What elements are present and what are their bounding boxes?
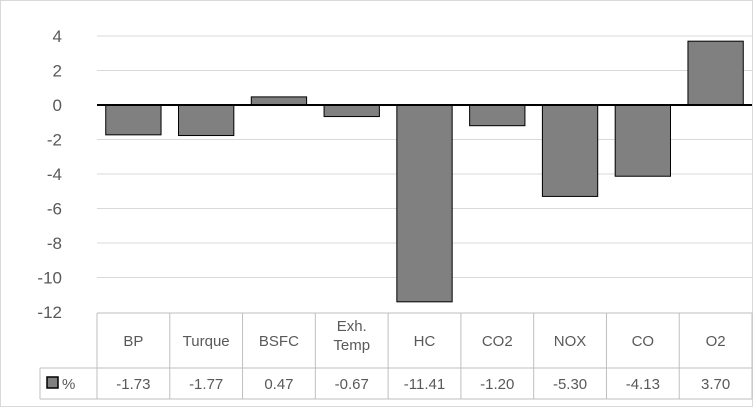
series-name: % (62, 376, 75, 393)
data-label: -4.13 (626, 376, 660, 393)
legend-key (46, 376, 59, 389)
category-label: NOX (554, 333, 587, 350)
y-tick-label: -6 (47, 200, 62, 219)
bar (250, 96, 308, 106)
bar (469, 104, 526, 127)
data-table: BP Turque BSFC Exh. Temp HC CO2 NOX CO O2% -1.73 -1… (39, 312, 753, 400)
bar (541, 104, 599, 197)
data-label: -11.41 (404, 376, 445, 393)
data-label: -1.20 (480, 376, 514, 393)
category-label: BP (123, 333, 143, 350)
bar (614, 104, 671, 177)
bars (105, 40, 744, 303)
y-tick-label: 0 (53, 96, 62, 115)
bar (105, 104, 162, 136)
category-label: O2 (706, 333, 726, 350)
data-label: 0.47 (264, 376, 293, 393)
y-tick-label: -10 (37, 269, 62, 288)
category-label: Turque (183, 333, 230, 350)
data-label: -1.73 (116, 376, 150, 393)
y-tick-label: -12 (37, 303, 62, 322)
data-label: -0.67 (335, 376, 369, 393)
y-tick-label: -4 (47, 165, 62, 184)
y-axis-tick-labels: 4 2 0 -2 -4 -6 -8 -10 -12 (37, 27, 62, 322)
bar (396, 104, 453, 303)
y-tick-label: -8 (47, 234, 62, 253)
bar (323, 104, 380, 118)
data-label: 3.70 (701, 376, 730, 393)
category-label: HC (414, 333, 436, 350)
y-tick-label: 4 (53, 27, 62, 46)
y-tick-label: -2 (47, 131, 62, 150)
data-label: -1.77 (189, 376, 223, 393)
bar (687, 40, 744, 106)
y-tick-label: 2 (53, 62, 62, 81)
category-label: Exh. Temp (333, 318, 370, 354)
bar (178, 104, 235, 137)
category-label: CO2 (482, 333, 513, 350)
category-label: CO (632, 333, 655, 350)
category-label: BSFC (259, 333, 299, 350)
data-label: -5.30 (553, 376, 587, 393)
